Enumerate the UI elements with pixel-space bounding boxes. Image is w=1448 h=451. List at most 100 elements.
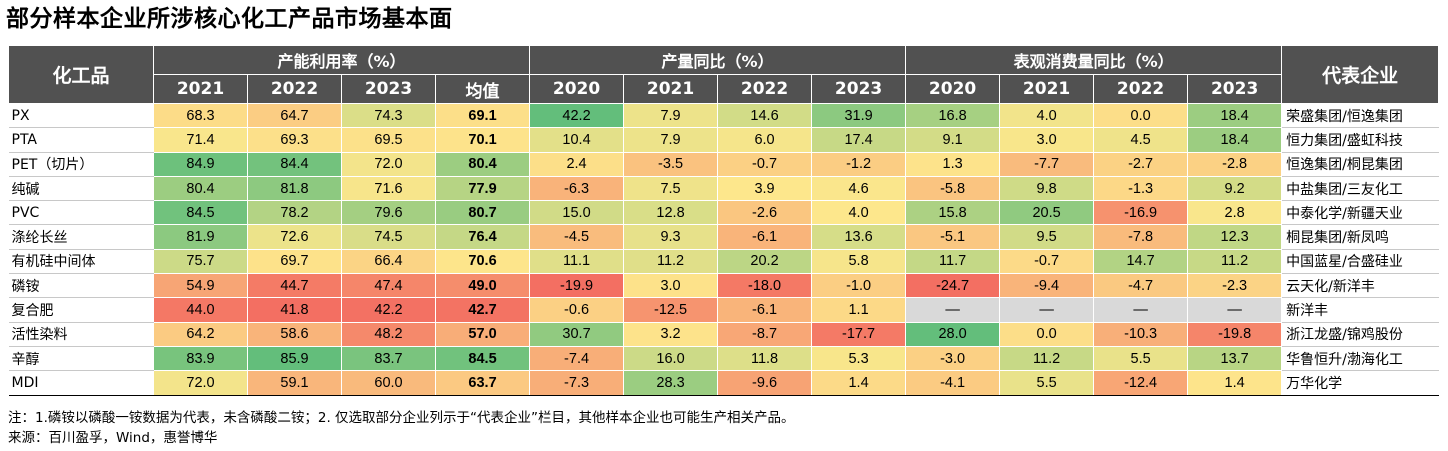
capacity-cell: 47.4 [341,273,436,299]
consumption-yoy-cell: -7.7 [999,151,1095,177]
capacity-cell: 44.0 [153,297,248,323]
consumption-yoy-cell: 4.0 [999,102,1095,129]
consumption-yoy-cell: 11.2 [999,345,1095,372]
consumption-yoy-cell: -3.0 [905,345,1001,372]
output-yoy-cell: 5.8 [811,248,907,275]
market-fundamentals-table: 化工品 产能利用率（%） 产量同比（%） 表观消费量同比（%） 代表企业 202… [8,45,1440,396]
consumption-yoy-cell: 1.4 [1187,370,1283,396]
product-name: 活性染料 [8,321,154,347]
consumption-yoy-cell: -5.8 [905,175,1001,202]
consumption-yoy-cell: -4.7 [1093,273,1189,299]
output-yoy-cell: -1.2 [811,151,907,177]
enterprise-cell: 华鲁恒升/渤海化工 [1281,345,1439,372]
consumption-yoy-cell: 0.0 [999,321,1095,347]
consumption-yoy-cell: -2.3 [1187,273,1283,299]
capacity-cell: 42.2 [341,297,436,323]
output-yoy-cell: 7.9 [623,102,719,129]
product-name: PET（切片） [8,151,154,177]
capacity-cell: 83.7 [341,345,436,372]
capacity-cell: 41.8 [247,297,342,323]
footnote: 注：1.磷铵以磷酸一铵数据为代表，未含磷酸二铵；2. 仅选取部分企业列示于“代表… [8,410,795,426]
table-row: 纯碱 80.4 81.8 71.6 77.9 -6.3 7.5 3.9 4.6 -5.8 9.8 -1… [8,175,1439,202]
enterprise-cell: 桐昆集团/新凤鸣 [1281,224,1439,250]
product-name: PTA [8,127,154,153]
table-row: PVC 84.5 78.2 79.6 80.7 15.0 12.8 -2.6 4.0 15.8 20… [8,200,1439,226]
product-name: 涤纶长丝 [8,224,154,250]
capacity-cell: 81.9 [153,224,248,250]
output-yoy-cell: 13.6 [811,224,907,250]
consumption-yoy-cell: -16.9 [1093,200,1189,226]
source-note: 来源：百川盈孚，Wind，惠誉博华 [8,430,218,446]
output-yoy-cell: -12.5 [623,297,719,323]
consumption-yoy-cell: -2.7 [1093,151,1189,177]
capacity-cell: 84.5 [153,200,248,226]
header-year: 2020 [529,74,625,104]
consumption-yoy-cell: 1.3 [905,151,1001,177]
capacity-cell: 69.7 [247,248,342,275]
enterprise-cell: 万华化学 [1281,370,1439,396]
header-year: 2022 [247,74,342,104]
output-yoy-cell: 3.9 [717,175,813,202]
capacity-cell: 75.7 [153,248,248,275]
consumption-yoy-cell: 9.5 [999,224,1095,250]
consumption-yoy-cell: 14.7 [1093,248,1189,275]
output-yoy-cell: 42.2 [529,102,625,129]
header-group-consumption: 表观消费量同比（%） [905,45,1283,75]
capacity-cell: 60.0 [341,370,436,396]
output-yoy-cell: 15.0 [529,200,625,226]
output-yoy-cell: 12.8 [623,200,719,226]
capacity-average-cell: 76.4 [434,224,531,250]
product-name: MDI [8,370,154,396]
output-yoy-cell: 16.0 [623,345,719,372]
header-group-output: 产量同比（%） [529,45,907,75]
output-yoy-cell: 14.6 [717,102,813,129]
table-row: PET（切片） 84.9 84.4 72.0 80.4 2.4 -3.5 -0.7 -1.2 1.… [8,151,1439,177]
output-yoy-cell: 5.3 [811,345,907,372]
header-product: 化工品 [8,45,154,104]
output-yoy-cell: -7.3 [529,370,625,396]
capacity-cell: 59.1 [247,370,342,396]
consumption-yoy-cell: -24.7 [905,273,1001,299]
consumption-yoy-cell: 15.8 [905,200,1001,226]
capacity-cell: 84.9 [153,151,248,177]
output-yoy-cell: -0.6 [529,297,625,323]
header-year: 2023 [811,74,907,104]
consumption-yoy-cell: — [1187,297,1283,323]
output-yoy-cell: 11.2 [623,248,719,275]
header-average: 均值 [434,74,531,104]
consumption-yoy-cell: 5.5 [1093,345,1189,372]
capacity-average-cell: 69.1 [434,102,531,129]
output-yoy-cell: 3.2 [623,321,719,347]
enterprise-cell: 浙江龙盛/锦鸡股份 [1281,321,1439,347]
output-yoy-cell: -6.1 [717,224,813,250]
table-row: 有机硅中间体 75.7 69.7 66.4 70.6 11.1 11.2 20.2 5.8 11.… [8,248,1439,275]
header-group-capacity: 产能利用率（%） [152,45,531,75]
output-yoy-cell: -18.0 [717,273,813,299]
consumption-yoy-cell: 9.2 [1187,175,1283,202]
capacity-cell: 79.6 [341,200,436,226]
consumption-yoy-cell: 0.0 [1093,102,1189,129]
product-name: PVC [8,200,154,226]
output-yoy-cell: 7.9 [623,127,719,153]
capacity-cell: 58.6 [247,321,342,347]
product-name: 纯碱 [8,175,154,202]
header-year: 2021 [623,74,719,104]
capacity-cell: 44.7 [247,273,342,299]
consumption-yoy-cell: -12.4 [1093,370,1189,396]
header-year: 2022 [717,74,813,104]
header-year: 2021 [999,74,1095,104]
output-yoy-cell: 17.4 [811,127,907,153]
capacity-cell: 72.0 [341,151,436,177]
consumption-yoy-cell: -4.1 [905,370,1001,396]
table-row: PTA 71.4 69.3 69.5 70.1 10.4 7.9 6.0 17.4 9.1 3.0 4… [8,127,1439,153]
enterprise-cell: 恒逸集团/桐昆集团 [1281,151,1439,177]
capacity-cell: 81.8 [247,175,342,202]
capacity-cell: 80.4 [153,175,248,202]
output-yoy-cell: -3.5 [623,151,719,177]
consumption-yoy-cell: 11.7 [905,248,1001,275]
consumption-yoy-cell: 4.5 [1093,127,1189,153]
capacity-cell: 68.3 [153,102,248,129]
consumption-yoy-cell: 5.5 [999,370,1095,396]
capacity-average-cell: 57.0 [434,321,531,347]
consumption-yoy-cell: 16.8 [905,102,1001,129]
